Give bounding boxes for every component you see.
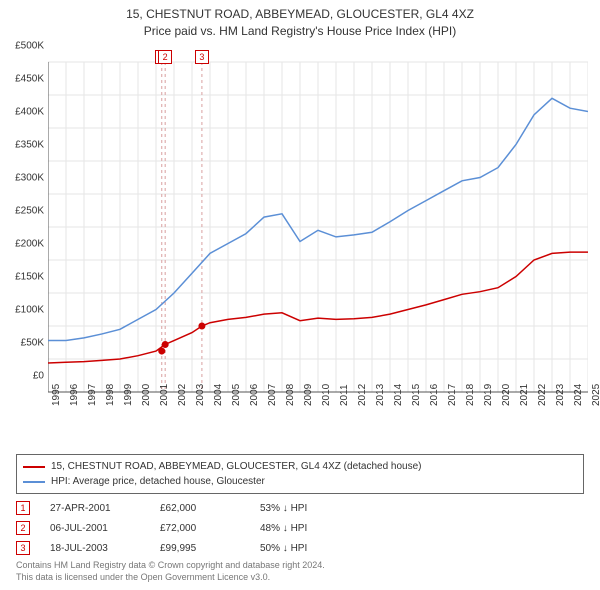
y-tick-label: £450K xyxy=(0,74,44,85)
sale-marker-label: 3 xyxy=(195,50,209,64)
legend-swatch xyxy=(23,466,45,468)
legend-swatch xyxy=(23,481,45,483)
legend: 15, CHESTNUT ROAD, ABBEYMEAD, GLOUCESTER… xyxy=(16,454,584,494)
event-hpi: 48% ↓ HPI xyxy=(260,523,584,534)
x-tick-label: 2016 xyxy=(429,384,440,406)
y-tick-label: £100K xyxy=(0,305,44,316)
events-table: 1 27-APR-2001 £62,000 53% ↓ HPI 2 06-JUL… xyxy=(16,498,584,558)
x-tick-label: 2014 xyxy=(393,384,404,406)
event-hpi: 50% ↓ HPI xyxy=(260,543,584,554)
x-tick-label: 2005 xyxy=(231,384,242,406)
x-tick-label: 2025 xyxy=(591,384,600,406)
event-price: £99,995 xyxy=(160,543,240,554)
x-tick-label: 2008 xyxy=(285,384,296,406)
event-price: £62,000 xyxy=(160,503,240,514)
y-tick-label: £300K xyxy=(0,173,44,184)
x-tick-label: 2002 xyxy=(177,384,188,406)
x-tick-label: 2022 xyxy=(537,384,548,406)
x-tick-label: 2024 xyxy=(573,384,584,406)
x-tick-label: 1995 xyxy=(51,384,62,406)
footer-line1: Contains HM Land Registry data © Crown c… xyxy=(16,560,584,572)
x-tick-label: 1997 xyxy=(87,384,98,406)
x-tick-label: 2000 xyxy=(141,384,152,406)
x-tick-label: 2004 xyxy=(213,384,224,406)
chart-area: £0£50K£100K£150K£200K£250K£300K£350K£400… xyxy=(48,46,588,408)
event-date: 18-JUL-2003 xyxy=(50,543,140,554)
y-tick-label: £150K xyxy=(0,272,44,283)
chart-svg xyxy=(48,46,588,408)
event-hpi: 53% ↓ HPI xyxy=(260,503,584,514)
x-tick-label: 2017 xyxy=(447,384,458,406)
event-row: 2 06-JUL-2001 £72,000 48% ↓ HPI xyxy=(16,518,584,538)
y-tick-label: £400K xyxy=(0,107,44,118)
y-tick-label: £0 xyxy=(0,371,44,382)
y-tick-label: £350K xyxy=(0,140,44,151)
x-tick-label: 2023 xyxy=(555,384,566,406)
x-tick-label: 1999 xyxy=(123,384,134,406)
legend-row: HPI: Average price, detached house, Glou… xyxy=(23,474,577,489)
x-tick-label: 1996 xyxy=(69,384,80,406)
chart-container: 15, CHESTNUT ROAD, ABBEYMEAD, GLOUCESTER… xyxy=(0,0,600,590)
event-row: 1 27-APR-2001 £62,000 53% ↓ HPI xyxy=(16,498,584,518)
event-date: 27-APR-2001 xyxy=(50,503,140,514)
footer-line2: This data is licensed under the Open Gov… xyxy=(16,572,584,584)
event-date: 06-JUL-2001 xyxy=(50,523,140,534)
footer: Contains HM Land Registry data © Crown c… xyxy=(16,560,584,583)
event-price: £72,000 xyxy=(160,523,240,534)
legend-label: HPI: Average price, detached house, Glou… xyxy=(51,474,265,489)
x-tick-label: 2019 xyxy=(483,384,494,406)
y-tick-label: £200K xyxy=(0,239,44,250)
y-tick-label: £50K xyxy=(0,338,44,349)
x-tick-label: 2021 xyxy=(519,384,530,406)
x-tick-label: 2001 xyxy=(159,384,170,406)
event-marker: 1 xyxy=(16,501,30,515)
x-tick-label: 2006 xyxy=(249,384,260,406)
x-tick-label: 2010 xyxy=(321,384,332,406)
x-tick-label: 2007 xyxy=(267,384,278,406)
legend-row: 15, CHESTNUT ROAD, ABBEYMEAD, GLOUCESTER… xyxy=(23,459,577,474)
title-line1: 15, CHESTNUT ROAD, ABBEYMEAD, GLOUCESTER… xyxy=(0,6,600,23)
y-tick-label: £250K xyxy=(0,206,44,217)
event-row: 3 18-JUL-2003 £99,995 50% ↓ HPI xyxy=(16,538,584,558)
sale-marker-label: 2 xyxy=(158,50,172,64)
x-tick-label: 2013 xyxy=(375,384,386,406)
x-tick-label: 1998 xyxy=(105,384,116,406)
chart-title: 15, CHESTNUT ROAD, ABBEYMEAD, GLOUCESTER… xyxy=(0,0,600,40)
x-tick-label: 2018 xyxy=(465,384,476,406)
title-line2: Price paid vs. HM Land Registry's House … xyxy=(0,23,600,40)
y-tick-label: £500K xyxy=(0,41,44,52)
legend-label: 15, CHESTNUT ROAD, ABBEYMEAD, GLOUCESTER… xyxy=(51,459,422,474)
x-tick-label: 2003 xyxy=(195,384,206,406)
x-tick-label: 2020 xyxy=(501,384,512,406)
event-marker: 3 xyxy=(16,541,30,555)
x-tick-label: 2011 xyxy=(339,384,350,406)
event-marker: 2 xyxy=(16,521,30,535)
x-tick-label: 2015 xyxy=(411,384,422,406)
x-tick-label: 2012 xyxy=(357,384,368,406)
x-tick-label: 2009 xyxy=(303,384,314,406)
